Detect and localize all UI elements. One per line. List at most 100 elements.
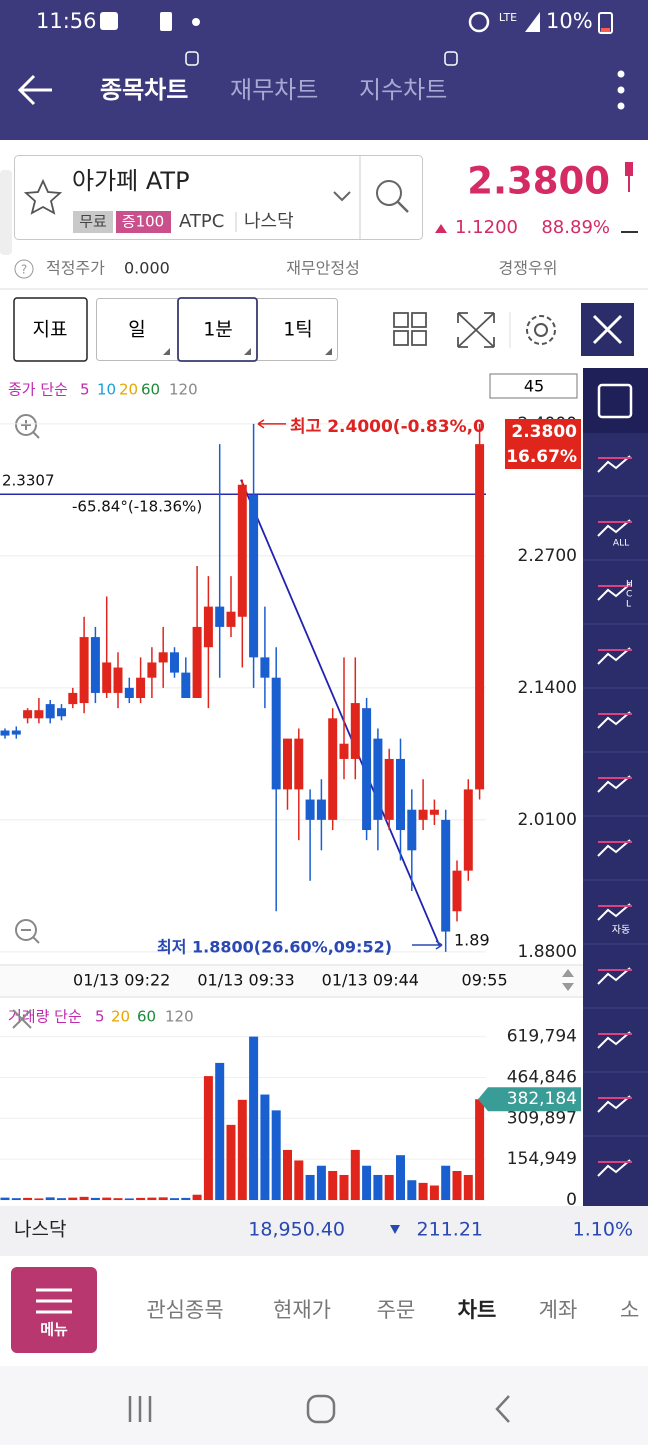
y-tick-label: 0	[566, 1190, 577, 1210]
indicator-btn[interactable]	[13, 297, 88, 362]
legend-item: 60	[141, 381, 160, 399]
candle-body	[316, 799, 326, 820]
volume-bar	[294, 1160, 304, 1200]
period[interactable]: 1분	[203, 319, 233, 341]
candle-body	[463, 789, 473, 871]
nav-tab[interactable]: 관심종목	[146, 1298, 223, 1322]
low-label: 최저 1.8800(26.60%,09:52)	[157, 938, 392, 957]
signal	[525, 12, 540, 32]
gear[interactable]	[526, 315, 556, 345]
volume-bar	[373, 1174, 383, 1200]
x-tick-label: 01/13 09:44	[322, 971, 419, 990]
recents[interactable]	[128, 1396, 152, 1422]
tag: 무료	[79, 213, 107, 231]
volume-bar	[226, 1124, 236, 1200]
candle-body	[34, 710, 44, 719]
corner-marks	[163, 348, 332, 355]
volume-bar	[0, 1197, 10, 1200]
volume-bar	[339, 1174, 349, 1200]
dropdown[interactable]	[333, 191, 351, 202]
star[interactable]	[23, 178, 63, 215]
nav-tab[interactable]: 주문	[377, 1298, 416, 1322]
y-tick-label: 309,897	[507, 1108, 577, 1128]
volume-bar	[113, 1198, 123, 1200]
high-label: 최고 2.4000(-0.83%,0	[290, 417, 485, 437]
cut-label: 1.89	[454, 931, 490, 950]
search[interactable]	[376, 180, 402, 206]
label: 적정주가	[46, 259, 105, 278]
more[interactable]	[617, 70, 625, 110]
y-tick-label: 2.2700	[518, 546, 577, 566]
zoom-in[interactable]	[15, 414, 37, 436]
volume-bar	[260, 1094, 270, 1200]
grid-icon[interactable]	[393, 312, 427, 346]
legend-item: 60	[137, 1008, 156, 1026]
battery-level	[601, 28, 610, 32]
candle-body	[181, 672, 191, 699]
legend-item: 10	[97, 381, 116, 399]
dot	[192, 18, 200, 26]
nav-tab[interactable]: 소	[620, 1298, 639, 1322]
tool-label: 자동	[612, 924, 630, 936]
expand-icon[interactable]	[457, 312, 495, 348]
volume-bar	[34, 1198, 44, 1200]
candle-body	[362, 708, 372, 831]
period-selected[interactable]	[177, 297, 258, 362]
tool-icon	[597, 1095, 631, 1113]
label[interactable]: 경쟁우위	[499, 259, 558, 278]
tab[interactable]: 지수차트	[359, 76, 447, 104]
candle-body	[11, 730, 21, 735]
badge-price: 2.3800	[511, 422, 577, 442]
alarm-icon	[468, 11, 490, 33]
candle-body	[305, 799, 315, 820]
y-tick-label: 464,846	[507, 1067, 577, 1087]
label[interactable]: 재무안정성	[286, 259, 360, 278]
close[interactable]	[12, 1009, 32, 1029]
nav-tab[interactable]: 계좌	[539, 1298, 578, 1322]
volume-bar	[136, 1197, 146, 1200]
toolbar-active[interactable]	[583, 368, 648, 433]
tool-label: ALL	[613, 539, 629, 549]
tab-active[interactable]: 종목차트	[100, 76, 188, 104]
help[interactable]	[14, 259, 34, 279]
menu-btn[interactable]	[11, 1267, 97, 1353]
tag-bg	[116, 211, 171, 233]
candle-body	[192, 626, 202, 699]
hline-label: 2.3307	[2, 472, 55, 490]
market: 나스닥	[244, 211, 294, 232]
toolbar-icons: ALL HCL 자동	[583, 383, 648, 1177]
zoom-out[interactable]	[15, 919, 37, 941]
period[interactable]: 1틱	[283, 319, 313, 341]
candle-body	[339, 743, 349, 759]
tag-bg	[73, 211, 113, 233]
candle-body	[418, 809, 428, 820]
scroll[interactable]	[562, 969, 574, 991]
indicator-label: 지표	[33, 319, 68, 341]
volume-bar	[79, 1196, 89, 1200]
count-box[interactable]	[489, 373, 578, 399]
volume-bar	[362, 1165, 372, 1200]
volume-bar	[11, 1198, 21, 1200]
trend-line	[240, 479, 441, 948]
tool-icon	[597, 903, 631, 921]
back[interactable]	[17, 74, 52, 106]
home[interactable]	[306, 1394, 336, 1424]
candle-body	[429, 809, 439, 815]
candle-body	[396, 758, 405, 831]
ticker-bar	[0, 1206, 648, 1256]
tool-icon	[597, 519, 631, 537]
volume-bar	[90, 1197, 100, 1200]
legend-item: 5	[95, 1008, 105, 1026]
legend-item: 120	[165, 1008, 194, 1026]
tab[interactable]: 재무차트	[230, 76, 318, 104]
nav-tab[interactable]: 현재가	[273, 1298, 331, 1322]
nav-tab-active[interactable]: 차트	[458, 1298, 497, 1322]
up-arrow	[435, 224, 447, 233]
volume-bar	[396, 1155, 405, 1200]
volume-bar	[57, 1198, 66, 1200]
tool-icon	[597, 711, 631, 729]
back-nav[interactable]	[495, 1395, 510, 1423]
tool-icon	[597, 775, 631, 793]
period[interactable]: 일	[128, 319, 145, 341]
